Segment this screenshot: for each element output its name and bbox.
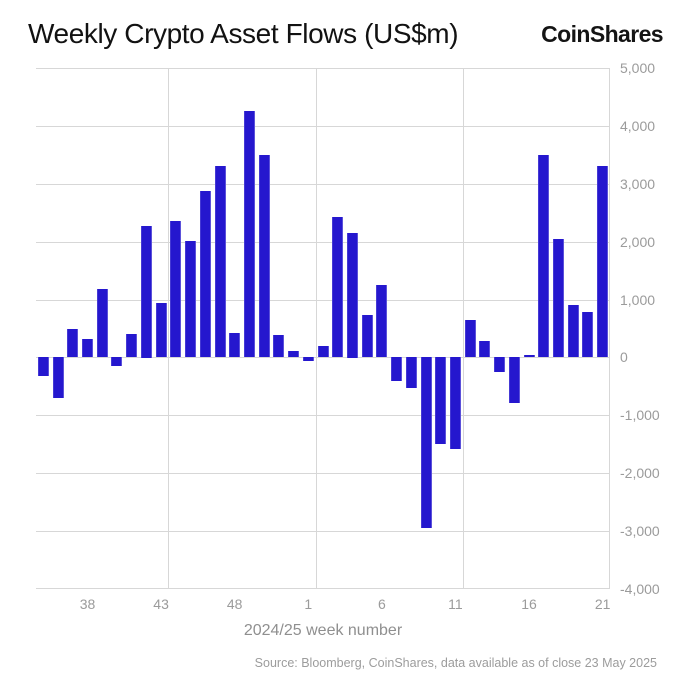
bar-week-17 (538, 155, 550, 358)
bar-week-51 (273, 334, 285, 358)
h-gridline (36, 126, 610, 127)
bar-week-41 (126, 334, 138, 358)
y-tick-label: -3,000 (620, 523, 660, 540)
h-gridline (36, 357, 610, 358)
x-tick-label: 16 (521, 596, 537, 612)
chart-title: Weekly Crypto Asset Flows (US$m) (28, 18, 459, 49)
bar-week-50 (258, 154, 270, 358)
bar-week-36 (52, 357, 64, 398)
h-gridline (36, 531, 610, 532)
bar-week-18 (553, 238, 564, 358)
v-gridline (316, 68, 317, 589)
bar-week-40 (111, 357, 123, 367)
bar-week-21 (597, 166, 609, 358)
y-tick-label: 4,000 (620, 117, 656, 134)
bar-week-1 (302, 357, 314, 362)
bar-week-52 (288, 351, 300, 358)
bar-week-45 (185, 240, 196, 358)
h-gridline (36, 473, 610, 474)
x-tick-label: 11 (448, 596, 463, 612)
bar-week-14 (494, 357, 506, 372)
v-gridline (609, 68, 610, 589)
h-gridline (36, 68, 610, 69)
y-tick-label: 3,000 (620, 175, 656, 192)
x-tick-label: 21 (594, 596, 611, 612)
bar-week-47 (214, 166, 226, 358)
bar-week-42 (140, 225, 152, 358)
y-tick-label: 2,000 (620, 233, 656, 250)
h-gridline (36, 415, 610, 416)
source-note: Source: Bloomberg, CoinShares, data avai… (254, 656, 657, 670)
y-tick-label: 1,000 (620, 291, 656, 308)
coinshares-logo: CoinShares (541, 21, 663, 47)
bar-week-5 (361, 314, 373, 358)
x-tick-label: 43 (153, 596, 169, 612)
bar-week-2 (317, 346, 329, 358)
bar-week-4 (346, 233, 358, 358)
y-tick-label: 5,000 (620, 60, 656, 76)
bar-week-19 (567, 305, 579, 358)
bar-week-20 (582, 312, 594, 358)
x-tick-label: 1 (304, 596, 313, 612)
h-gridline (36, 588, 610, 589)
bar-week-43 (155, 303, 167, 358)
bar-week-48 (229, 332, 241, 358)
x-tick-label: 6 (377, 596, 386, 612)
bar-week-10 (435, 357, 447, 445)
y-tick-label: 0 (620, 349, 628, 366)
bar-week-7 (391, 357, 403, 382)
bar-week-8 (405, 357, 417, 389)
v-gridline (168, 68, 169, 589)
bar-week-15 (508, 357, 520, 403)
bar-week-6 (376, 284, 388, 358)
h-gridline (36, 184, 610, 185)
h-gridline (36, 242, 610, 243)
bar-week-12 (464, 319, 476, 358)
bar-week-37 (67, 329, 79, 358)
h-gridline (36, 300, 610, 301)
plot-area (36, 68, 610, 589)
bar-week-16 (523, 354, 535, 358)
bar-week-44 (170, 221, 182, 358)
v-gridline (463, 68, 464, 589)
y-tick-label: -1,000 (620, 407, 660, 424)
bar-week-35 (37, 357, 49, 376)
bar-week-46 (199, 190, 211, 358)
bar-week-11 (450, 357, 461, 449)
bar-week-9 (420, 357, 432, 529)
bar-week-49 (243, 110, 255, 358)
bar-week-13 (479, 340, 491, 358)
x-axis-title: 2024/25 week number (243, 622, 403, 639)
x-tick-label: 38 (79, 596, 96, 612)
y-tick-label: -2,000 (620, 465, 660, 482)
bar-week-39 (96, 288, 108, 358)
y-tick-label: -4,000 (620, 581, 660, 597)
bar-week-38 (82, 338, 93, 358)
x-tick-label: 48 (226, 596, 243, 612)
bar-week-3 (332, 216, 344, 358)
